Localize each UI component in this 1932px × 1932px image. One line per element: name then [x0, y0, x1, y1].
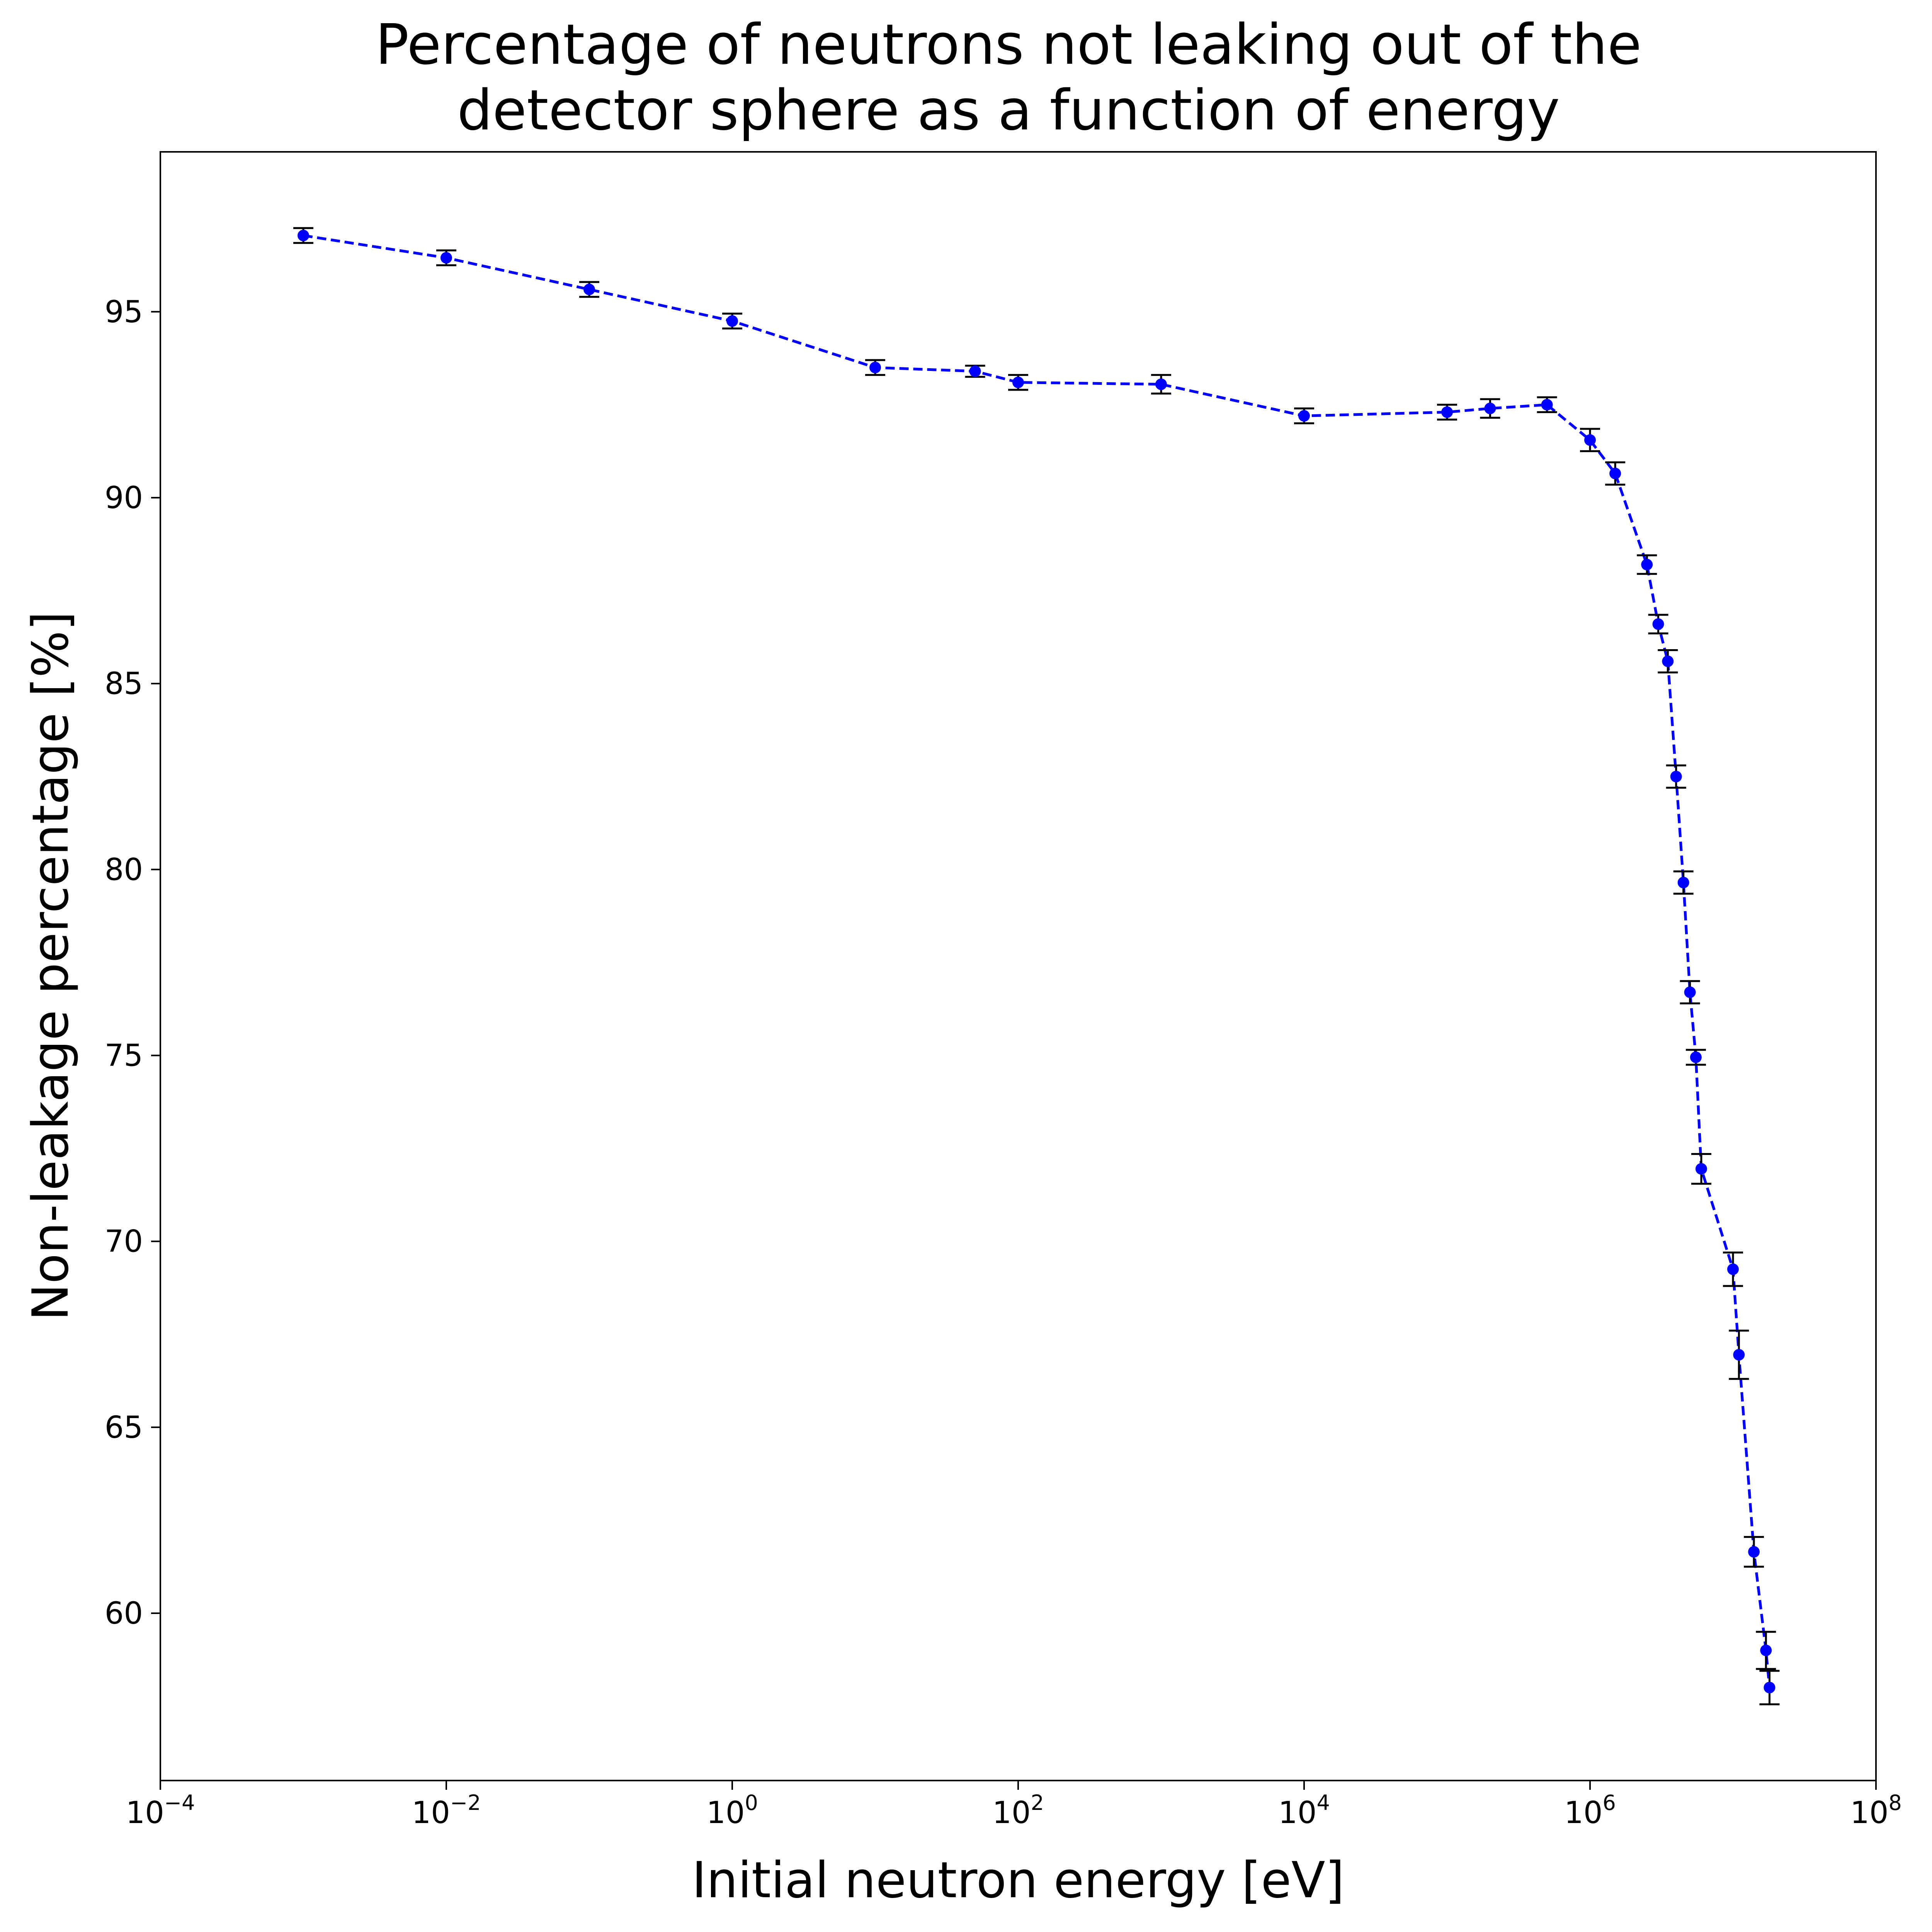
data-point	[869, 362, 881, 374]
series-line	[303, 234, 1771, 1688]
y-tick-label: 95	[105, 295, 143, 330]
y-tick-label: 85	[105, 667, 143, 701]
data-point	[298, 230, 309, 242]
data-point	[1670, 770, 1682, 782]
x-tick-label-base: 10	[992, 1796, 1031, 1830]
data-point	[1690, 1051, 1702, 1063]
data-point	[1298, 410, 1310, 422]
data-point	[1155, 378, 1167, 390]
x-tick-label-exponent: 4	[1316, 1791, 1330, 1815]
data-point	[1684, 986, 1696, 998]
x-tick-label-exponent: 8	[1888, 1791, 1901, 1815]
x-tick-label-exponent: 6	[1602, 1791, 1616, 1815]
y-tick-label: 90	[105, 481, 143, 515]
y-axis-label: Non-leakage percentage [%]	[22, 611, 80, 1321]
chart-title-line-1: Percentage of neutrons not leaking out o…	[376, 12, 1642, 77]
x-tick-label: 106	[1564, 1791, 1616, 1830]
x-tick-label-exponent: 0	[745, 1791, 758, 1815]
data-point	[1764, 1682, 1776, 1694]
data-point	[1748, 1546, 1760, 1558]
data-point	[1760, 1645, 1772, 1656]
data-point	[1584, 434, 1596, 446]
y-tick-label: 75	[105, 1038, 143, 1073]
x-tick-label-exponent: −4	[164, 1791, 195, 1815]
x-tick-label-base: 10	[1850, 1796, 1888, 1830]
x-tick-label-base: 10	[126, 1796, 164, 1830]
y-tick-label: 60	[105, 1596, 143, 1631]
x-tick-label-base: 10	[706, 1796, 745, 1830]
data-point	[969, 365, 981, 377]
plot-frame	[160, 151, 1877, 1781]
x-tick-label-base: 10	[412, 1796, 450, 1830]
x-axis-label: Initial neutron energy [eV]	[692, 1852, 1345, 1909]
data-point	[1662, 655, 1674, 667]
y-tick-label: 70	[105, 1225, 143, 1259]
x-tick-label-base: 10	[1278, 1796, 1316, 1830]
x-tick-label: 10−2	[412, 1791, 481, 1830]
data-point	[1441, 406, 1453, 418]
data-point	[1727, 1263, 1739, 1275]
x-tick-label-base: 10	[1564, 1796, 1602, 1830]
x-tick-label: 100	[706, 1791, 758, 1830]
data-point	[1609, 468, 1621, 480]
data-point	[440, 252, 452, 264]
data-point	[1541, 399, 1553, 411]
data-point	[1733, 1349, 1745, 1361]
data-point	[1012, 376, 1024, 388]
data-point	[1641, 559, 1653, 571]
y-tick-label: 65	[105, 1410, 143, 1445]
x-tick-label: 10−4	[126, 1791, 195, 1830]
x-tick-label: 104	[1278, 1791, 1330, 1830]
data-point	[583, 284, 595, 296]
data-point	[1695, 1163, 1707, 1175]
data-point	[726, 315, 738, 327]
data-point	[1652, 618, 1664, 630]
data-point	[1677, 876, 1689, 888]
chart-title-line-2: detector sphere as a function of energy	[457, 78, 1560, 143]
plot-area	[293, 227, 1780, 1706]
x-tick-label: 102	[992, 1791, 1044, 1830]
data-point	[1484, 403, 1496, 415]
x-tick-label: 108	[1850, 1791, 1902, 1830]
x-tick-label-exponent: −2	[450, 1791, 481, 1815]
x-tick-label-exponent: 2	[1031, 1791, 1044, 1815]
y-tick-label: 80	[105, 852, 143, 887]
